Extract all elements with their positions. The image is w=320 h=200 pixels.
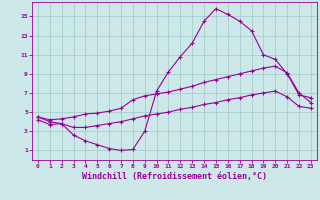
X-axis label: Windchill (Refroidissement éolien,°C): Windchill (Refroidissement éolien,°C) <box>82 172 267 181</box>
